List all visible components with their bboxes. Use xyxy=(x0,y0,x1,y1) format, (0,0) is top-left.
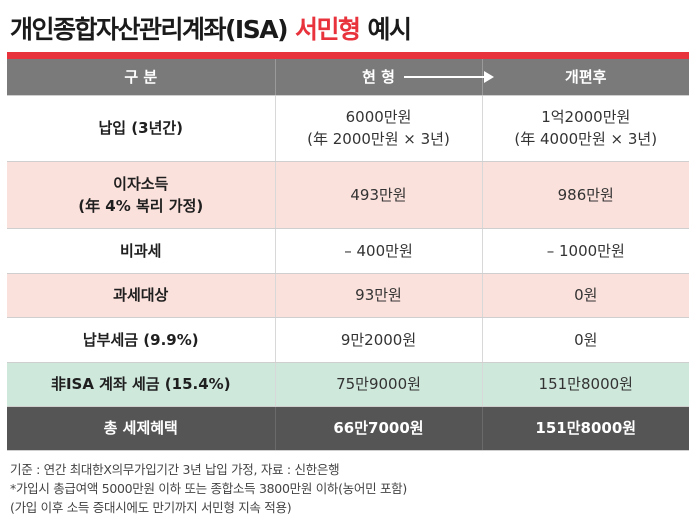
row-label: 납입 (3년간) xyxy=(7,95,275,162)
table-row: 비과세 – 400만원 – 1000만원 xyxy=(7,228,689,274)
table-row: 납입 (3년간) 6000만원 (年 2000만원 × 3년) 1억2000만원… xyxy=(7,95,689,162)
row-current: 9만2000원 xyxy=(274,317,482,363)
comparison-table: 구 분 현 형 개편후 납입 (3년간) 6000만원 (年 2000만원 × … xyxy=(7,59,689,451)
table-row: 과세대상 93만원 0원 xyxy=(7,273,689,318)
row-reform: 1억2000만원 (年 4000만원 × 3년) xyxy=(481,95,689,162)
row-current: 93만원 xyxy=(274,273,482,318)
total-row: 총 세제혜택 66만7000원 151만8000원 xyxy=(7,406,689,451)
row-label: 이자소득 (年 4% 복리 가정) xyxy=(7,161,275,229)
eligibility-note: *가입시 총급여액 5000만원 이하 또는 종합소득 3800만원 이하(농어… xyxy=(10,481,407,496)
title-tail: 예시 xyxy=(367,15,413,44)
title-divider xyxy=(7,52,689,59)
row-label: 과세대상 xyxy=(7,273,275,318)
right-arrow-icon xyxy=(403,71,494,83)
row-reform: – 1000만원 xyxy=(481,228,689,274)
row-reform: 986만원 xyxy=(481,161,689,229)
table-row: 납부세금 (9.9%) 9만2000원 0원 xyxy=(7,317,689,363)
page-title: 개인종합자산관리계좌(ISA) 서민형 예시 xyxy=(10,8,413,48)
header-category: 구 분 xyxy=(7,59,275,96)
row-label: 비과세 xyxy=(7,228,275,274)
row-current: 75만9000원 xyxy=(274,362,482,407)
title-accent: 서민형 xyxy=(295,15,361,44)
total-reform: 151만8000원 xyxy=(481,406,689,451)
footnotes: 기준 : 연간 최대한X의무가입기간 3년 납입 가정, 자료 : 신한은행 *… xyxy=(10,460,690,517)
continuation-note: (가입 이후 소득 증대시에도 만기까지 서민형 지속 적용) xyxy=(10,500,292,515)
row-current: 493만원 xyxy=(274,161,482,229)
row-label: 非ISA 계좌 세금 (15.4%) xyxy=(7,362,275,407)
title-main: 개인종합자산관리계좌(ISA) xyxy=(10,15,289,44)
row-reform: 0원 xyxy=(481,273,689,318)
total-label: 총 세제혜택 xyxy=(7,406,275,451)
header-current: 현 형 xyxy=(274,59,494,96)
total-current: 66만7000원 xyxy=(274,406,482,451)
row-current: – 400만원 xyxy=(274,228,482,274)
row-current: 6000만원 (年 2000만원 × 3년) xyxy=(274,95,482,162)
row-reform: 151만8000원 xyxy=(481,362,689,407)
header-current-label: 현 형 xyxy=(362,67,395,86)
table-row: 이자소득 (年 4% 복리 가정) 493만원 986만원 xyxy=(7,161,689,229)
table-header-row: 구 분 현 형 개편후 xyxy=(7,59,689,96)
row-label: 납부세금 (9.9%) xyxy=(7,317,275,363)
header-reform: 개편후 xyxy=(481,59,689,96)
row-reform: 0원 xyxy=(481,317,689,363)
source-note: 기준 : 연간 최대한X의무가입기간 3년 납입 가정, 자료 : 신한은행 xyxy=(10,462,340,477)
table-row: 非ISA 계좌 세금 (15.4%) 75만9000원 151만8000원 xyxy=(7,362,689,407)
